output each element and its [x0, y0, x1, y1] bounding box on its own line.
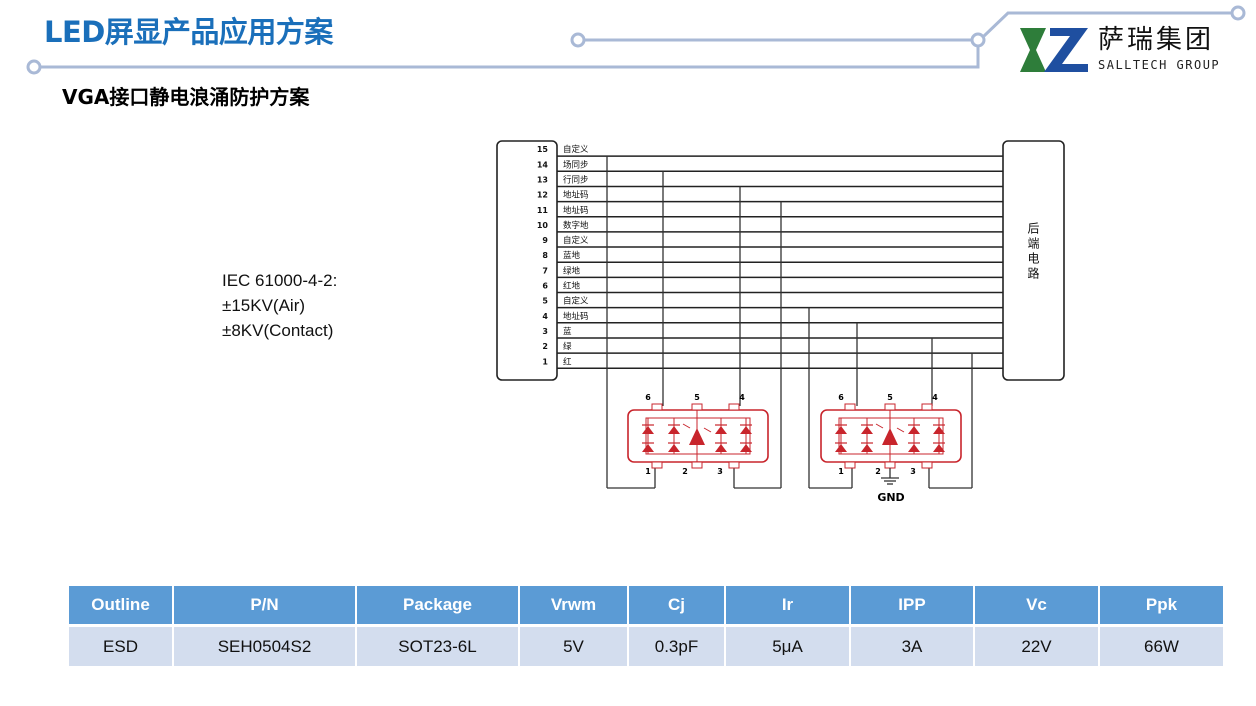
- pin-number: 11: [537, 206, 549, 215]
- table-header-row: Outline P/N Package Vrwm Cj Ir IPP Vc Pp…: [69, 586, 1223, 627]
- esd-chip-1-pin-number: 2: [682, 467, 688, 476]
- spec-standard: IEC 61000-4-2:: [222, 271, 338, 290]
- page-subtitle: VGA接口静电浪涌防护方案: [62, 85, 310, 109]
- spec-table: Outline P/N Package Vrwm Cj Ir IPP Vc Pp…: [69, 586, 1223, 666]
- esd-chip-2-pin: [844, 461, 856, 469]
- esd-chip-2-pin: [884, 403, 896, 411]
- page-title: LED屏显产品应用方案: [44, 15, 333, 49]
- cell-pn: SEH0504S2: [173, 625, 357, 666]
- col-outline: Outline: [69, 586, 174, 627]
- pin-label: 自定义: [563, 296, 589, 307]
- esd-chip-2-pin-number: 6: [838, 393, 844, 402]
- cell-ipp: 3A: [850, 625, 975, 666]
- pin-number: 13: [537, 175, 548, 184]
- pin-label: 自定义: [563, 144, 589, 155]
- zener-bar: [703, 427, 712, 433]
- esd-chip-1-pin-number: 1: [645, 467, 651, 476]
- esd-chip-2-pin-number: 5: [887, 393, 893, 402]
- pin-label: 场同步: [563, 160, 589, 170]
- col-vrwm: Vrwm: [519, 586, 629, 627]
- pin-label: 地址码: [563, 190, 589, 201]
- pin-label: 红: [563, 356, 572, 367]
- cell-ppk: 66W: [1099, 625, 1223, 666]
- pin-number: 4: [542, 312, 548, 321]
- esd-chip-2-pin-number: 2: [875, 467, 881, 476]
- logo-text-en: SALLTECH GROUP: [1098, 58, 1221, 72]
- esd-chip-1-pin: [728, 461, 740, 469]
- pin-number: 14: [537, 160, 549, 169]
- esd-chip-2-pin-number: 4: [932, 393, 938, 402]
- cell-vrwm: 5V: [519, 625, 629, 666]
- esd-chip-1-pin: [691, 461, 703, 469]
- esd-chip-1-pin: [651, 461, 663, 469]
- col-pn: P/N: [173, 586, 357, 627]
- esd-spec: IEC 61000-4-2: ±15KV(Air) ±8KV(Contact): [222, 268, 337, 343]
- backend-circuit-label: 后端电路: [1026, 222, 1040, 282]
- zener-bar: [875, 423, 884, 429]
- col-ppk: Ppk: [1099, 586, 1223, 627]
- pin-label: 地址码: [563, 311, 589, 322]
- logo-mark: [1020, 28, 1088, 72]
- pin-label: 绿地: [563, 265, 581, 276]
- pin-label: 绿: [563, 341, 572, 352]
- pin-number: 8: [542, 251, 548, 260]
- backend-circuit-box: [1002, 140, 1065, 381]
- cell-package: SOT23-6L: [356, 625, 520, 666]
- esd-chip-1-inner: [645, 417, 751, 455]
- pin-label: 行同步: [563, 174, 589, 185]
- esd-chip-2-pin-number: 3: [910, 467, 916, 476]
- pin-label: 自定义: [563, 235, 589, 246]
- esd-chip-2-pin-number: 1: [838, 467, 844, 476]
- esd-chip-2-pin: [921, 403, 933, 411]
- zener-bar: [896, 427, 905, 433]
- pin-number: 5: [542, 297, 548, 306]
- esd-chip-1-pin-number: 4: [739, 393, 745, 402]
- col-ipp: IPP: [850, 586, 975, 627]
- spec-air: ±15KV(Air): [222, 296, 306, 315]
- pin-number: 3: [542, 327, 548, 336]
- cell-vc: 22V: [974, 625, 1100, 666]
- table-row: ESD SEH0504S2 SOT23-6L 5V 0.3pF 5μA 3A 2…: [69, 625, 1223, 666]
- pin-label: 红地: [563, 281, 581, 292]
- pin-number: 6: [542, 282, 548, 291]
- esd-chip-2-pin: [921, 461, 933, 469]
- col-ir: Ir: [725, 586, 851, 627]
- pin-label: 地址码: [563, 205, 589, 216]
- pin-number: 10: [537, 221, 549, 230]
- col-package: Package: [356, 586, 520, 627]
- esd-chip-1-pin-number: 6: [645, 393, 651, 402]
- col-cj: Cj: [628, 586, 726, 627]
- esd-chip-1-pin: [728, 403, 740, 411]
- esd-chip-1-pin: [691, 403, 703, 411]
- col-vc: Vc: [974, 586, 1100, 627]
- esd-chip-1-pin: [651, 403, 663, 411]
- esd-chip-1-pin-number: 5: [694, 393, 700, 402]
- esd-chip-2-pin: [844, 403, 856, 411]
- cell-outline: ESD: [69, 625, 174, 666]
- gnd-label: GND: [877, 491, 904, 504]
- cell-cj: 0.3pF: [628, 625, 726, 666]
- pin-number: 15: [537, 145, 549, 154]
- esd-chip-2-inner: [838, 417, 944, 455]
- pin-number: 2: [542, 342, 548, 351]
- cell-ir: 5μA: [725, 625, 851, 666]
- logo-text-cn: 萨瑞集团: [1098, 25, 1215, 55]
- pin-number: 1: [542, 357, 548, 366]
- pin-label: 数字地: [563, 220, 589, 231]
- pin-label: 蓝: [563, 326, 572, 337]
- esd-chip-2-pin: [884, 461, 896, 469]
- pin-number: 7: [542, 266, 548, 275]
- vga-connector-box: [496, 140, 558, 381]
- spec-contact: ±8KV(Contact): [222, 321, 334, 340]
- pin-number: 9: [542, 236, 548, 245]
- zener-bar: [682, 423, 691, 429]
- pin-label: 蓝地: [563, 250, 581, 261]
- esd-chip-1-pin-number: 3: [717, 467, 723, 476]
- pin-number: 12: [537, 191, 548, 200]
